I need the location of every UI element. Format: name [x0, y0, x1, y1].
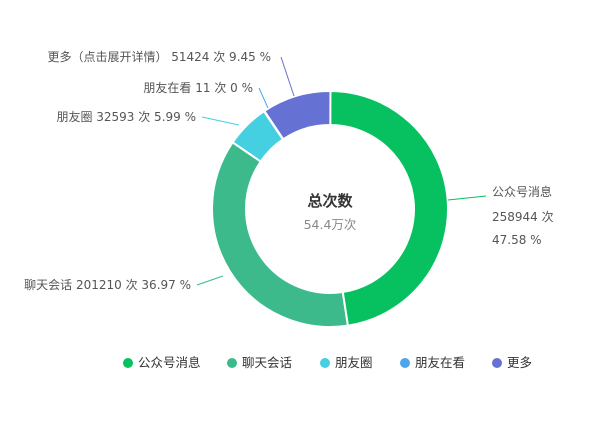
center-title: 总次数 — [307, 192, 353, 210]
leader-line-5 — [280, 56, 295, 97]
legend-label-4[interactable]: 朋友在看 — [415, 355, 465, 370]
center-value: 54.4万次 — [304, 217, 357, 232]
legend-label-1[interactable]: 公众号消息 — [138, 355, 201, 370]
legend-marker-1[interactable] — [123, 358, 133, 368]
legend-marker-3[interactable] — [320, 358, 330, 368]
slice-label-value: 258944 次 — [492, 210, 554, 224]
slice-label-name: 公众号消息 — [492, 184, 552, 199]
legend-marker-5[interactable] — [492, 358, 502, 368]
legend-marker-2[interactable] — [227, 358, 237, 368]
slice-labels-layer: 公众号消息 258944 次 47.58 % 聊天会话 201210 次 36.97 … — [24, 49, 553, 292]
slice-label: 更多（点击展开详情） 51424 次 9.45 % — [47, 49, 271, 64]
slice-label-percent: 47.58 % — [492, 233, 542, 247]
slice-1[interactable] — [329, 89, 449, 327]
legend-label-2[interactable]: 聊天会话 — [242, 355, 292, 370]
slice-label: 聊天会话 201210 次 36.97 % — [24, 278, 191, 292]
slice-label: 朋友在看 11 次 0 % — [143, 81, 253, 95]
slice-2[interactable] — [211, 140, 349, 328]
legend: 公众号消息 聊天会话 朋友圈 朋友在看 更多 — [123, 355, 532, 370]
legend-label-3[interactable]: 朋友圈 — [335, 355, 373, 370]
leader-line-2 — [196, 275, 224, 286]
leader-line-4 — [258, 87, 269, 109]
slice-5[interactable] — [262, 90, 332, 141]
legend-marker-4[interactable] — [400, 358, 410, 368]
leader-lines-layer — [196, 56, 487, 286]
slices-layer — [211, 89, 449, 328]
leader-line-3 — [201, 116, 240, 126]
legend-label-5[interactable]: 更多 — [507, 355, 532, 370]
slice-label: 朋友圈 32593 次 5.99 % — [56, 110, 196, 124]
leader-line-1 — [447, 195, 487, 201]
